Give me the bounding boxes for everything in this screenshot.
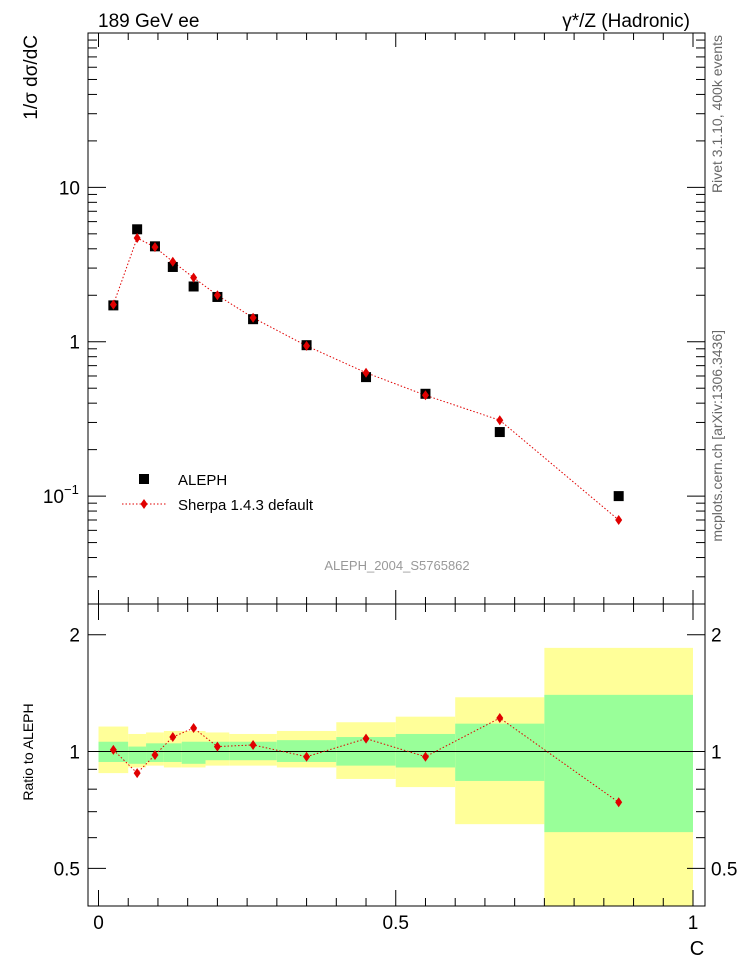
ratio-sherpa-point	[615, 797, 623, 808]
ratio-sherpa-point	[362, 733, 370, 744]
ratio-frame	[87, 603, 706, 907]
inner-band	[163, 743, 182, 762]
ratio-sherpa-point	[190, 723, 198, 734]
inner-band	[181, 741, 206, 764]
ratio-sherpa-line	[113, 717, 619, 803]
sherpa-point	[362, 367, 370, 378]
ratio-sherpa-point	[249, 739, 257, 750]
aleph-point	[188, 281, 199, 292]
sherpa-point	[496, 415, 504, 426]
y-tick-label-exponent: −1	[64, 482, 79, 497]
x-axis-label: C	[690, 938, 704, 960]
ratio-y-tick-label-left: 0.5	[54, 859, 80, 880]
legend-sherpa-label: Sherpa 1.4.3 default	[178, 497, 314, 514]
main-ylabel: 1/σ dσ/dC	[21, 35, 42, 120]
analysis-label: ALEPH_2004_S5765862	[324, 558, 469, 573]
legend-sherpa-marker	[140, 499, 148, 509]
inner-band	[455, 723, 545, 781]
sherpa-point	[249, 312, 257, 323]
y-tick-label: 1	[69, 333, 80, 354]
sherpa-line	[112, 237, 620, 521]
legend: ALEPH Sherpa 1.4.3 default	[122, 472, 314, 514]
x-tick-label: 0	[93, 913, 104, 934]
sherpa-point	[169, 256, 177, 267]
ratio-sherpa-point	[421, 751, 429, 762]
sherpa-point	[109, 299, 117, 310]
ratio-y-tick-label-left: 1	[69, 743, 80, 764]
aleph-point	[613, 491, 624, 502]
ratio-sherpa-point	[151, 749, 159, 760]
process-label: γ*/Z (Hadronic)	[562, 11, 690, 32]
sherpa-point	[133, 232, 141, 243]
sherpa-point	[421, 390, 429, 401]
inner-band	[395, 733, 456, 768]
ratio-sherpa-point	[169, 732, 177, 743]
sherpa-point	[213, 290, 221, 301]
x-tick-label: 1	[688, 913, 699, 934]
sherpa-point	[190, 272, 198, 283]
aleph-point	[494, 427, 505, 438]
legend-aleph-label: ALEPH	[178, 472, 227, 489]
ratio-y-tick-label-right: 1	[711, 743, 722, 764]
main-frame	[87, 32, 706, 605]
ratio-sherpa-point	[109, 744, 117, 755]
ratio-plot: 2 2 1 1 0.5 0.5 0 0.5 1	[54, 604, 737, 934]
ratio-ylabel: Ratio to ALEPH	[20, 703, 36, 800]
inner-band	[229, 741, 277, 761]
sherpa-point	[303, 340, 311, 351]
y-tick-label: 10	[43, 487, 64, 508]
ratio-sherpa-point	[303, 751, 311, 762]
rivet-label: Rivet 3.1.10, 400k events	[709, 35, 725, 193]
legend-aleph-marker	[139, 474, 149, 484]
inner-band	[128, 746, 147, 764]
sherpa-point	[151, 242, 159, 253]
ratio-sherpa-point	[213, 741, 221, 752]
inner-band	[544, 694, 693, 833]
x-tick-label: 0.5	[383, 913, 409, 934]
ratio-y-tick-label-left: 2	[69, 626, 80, 647]
ratio-sherpa-point	[496, 713, 504, 724]
aleph-point	[132, 224, 143, 235]
ratio-y-tick-label-right: 2	[711, 626, 722, 647]
aleph-point	[167, 261, 178, 272]
ratio-sherpa-point	[133, 768, 141, 779]
energy-label: 189 GeV ee	[98, 11, 199, 32]
mcplots-label: mcplots.cern.ch [arXiv:1306.3436]	[709, 330, 725, 542]
ratio-y-tick-label-right: 0.5	[711, 859, 737, 880]
y-tick-label: 10	[59, 178, 80, 199]
sherpa-point	[615, 515, 623, 526]
